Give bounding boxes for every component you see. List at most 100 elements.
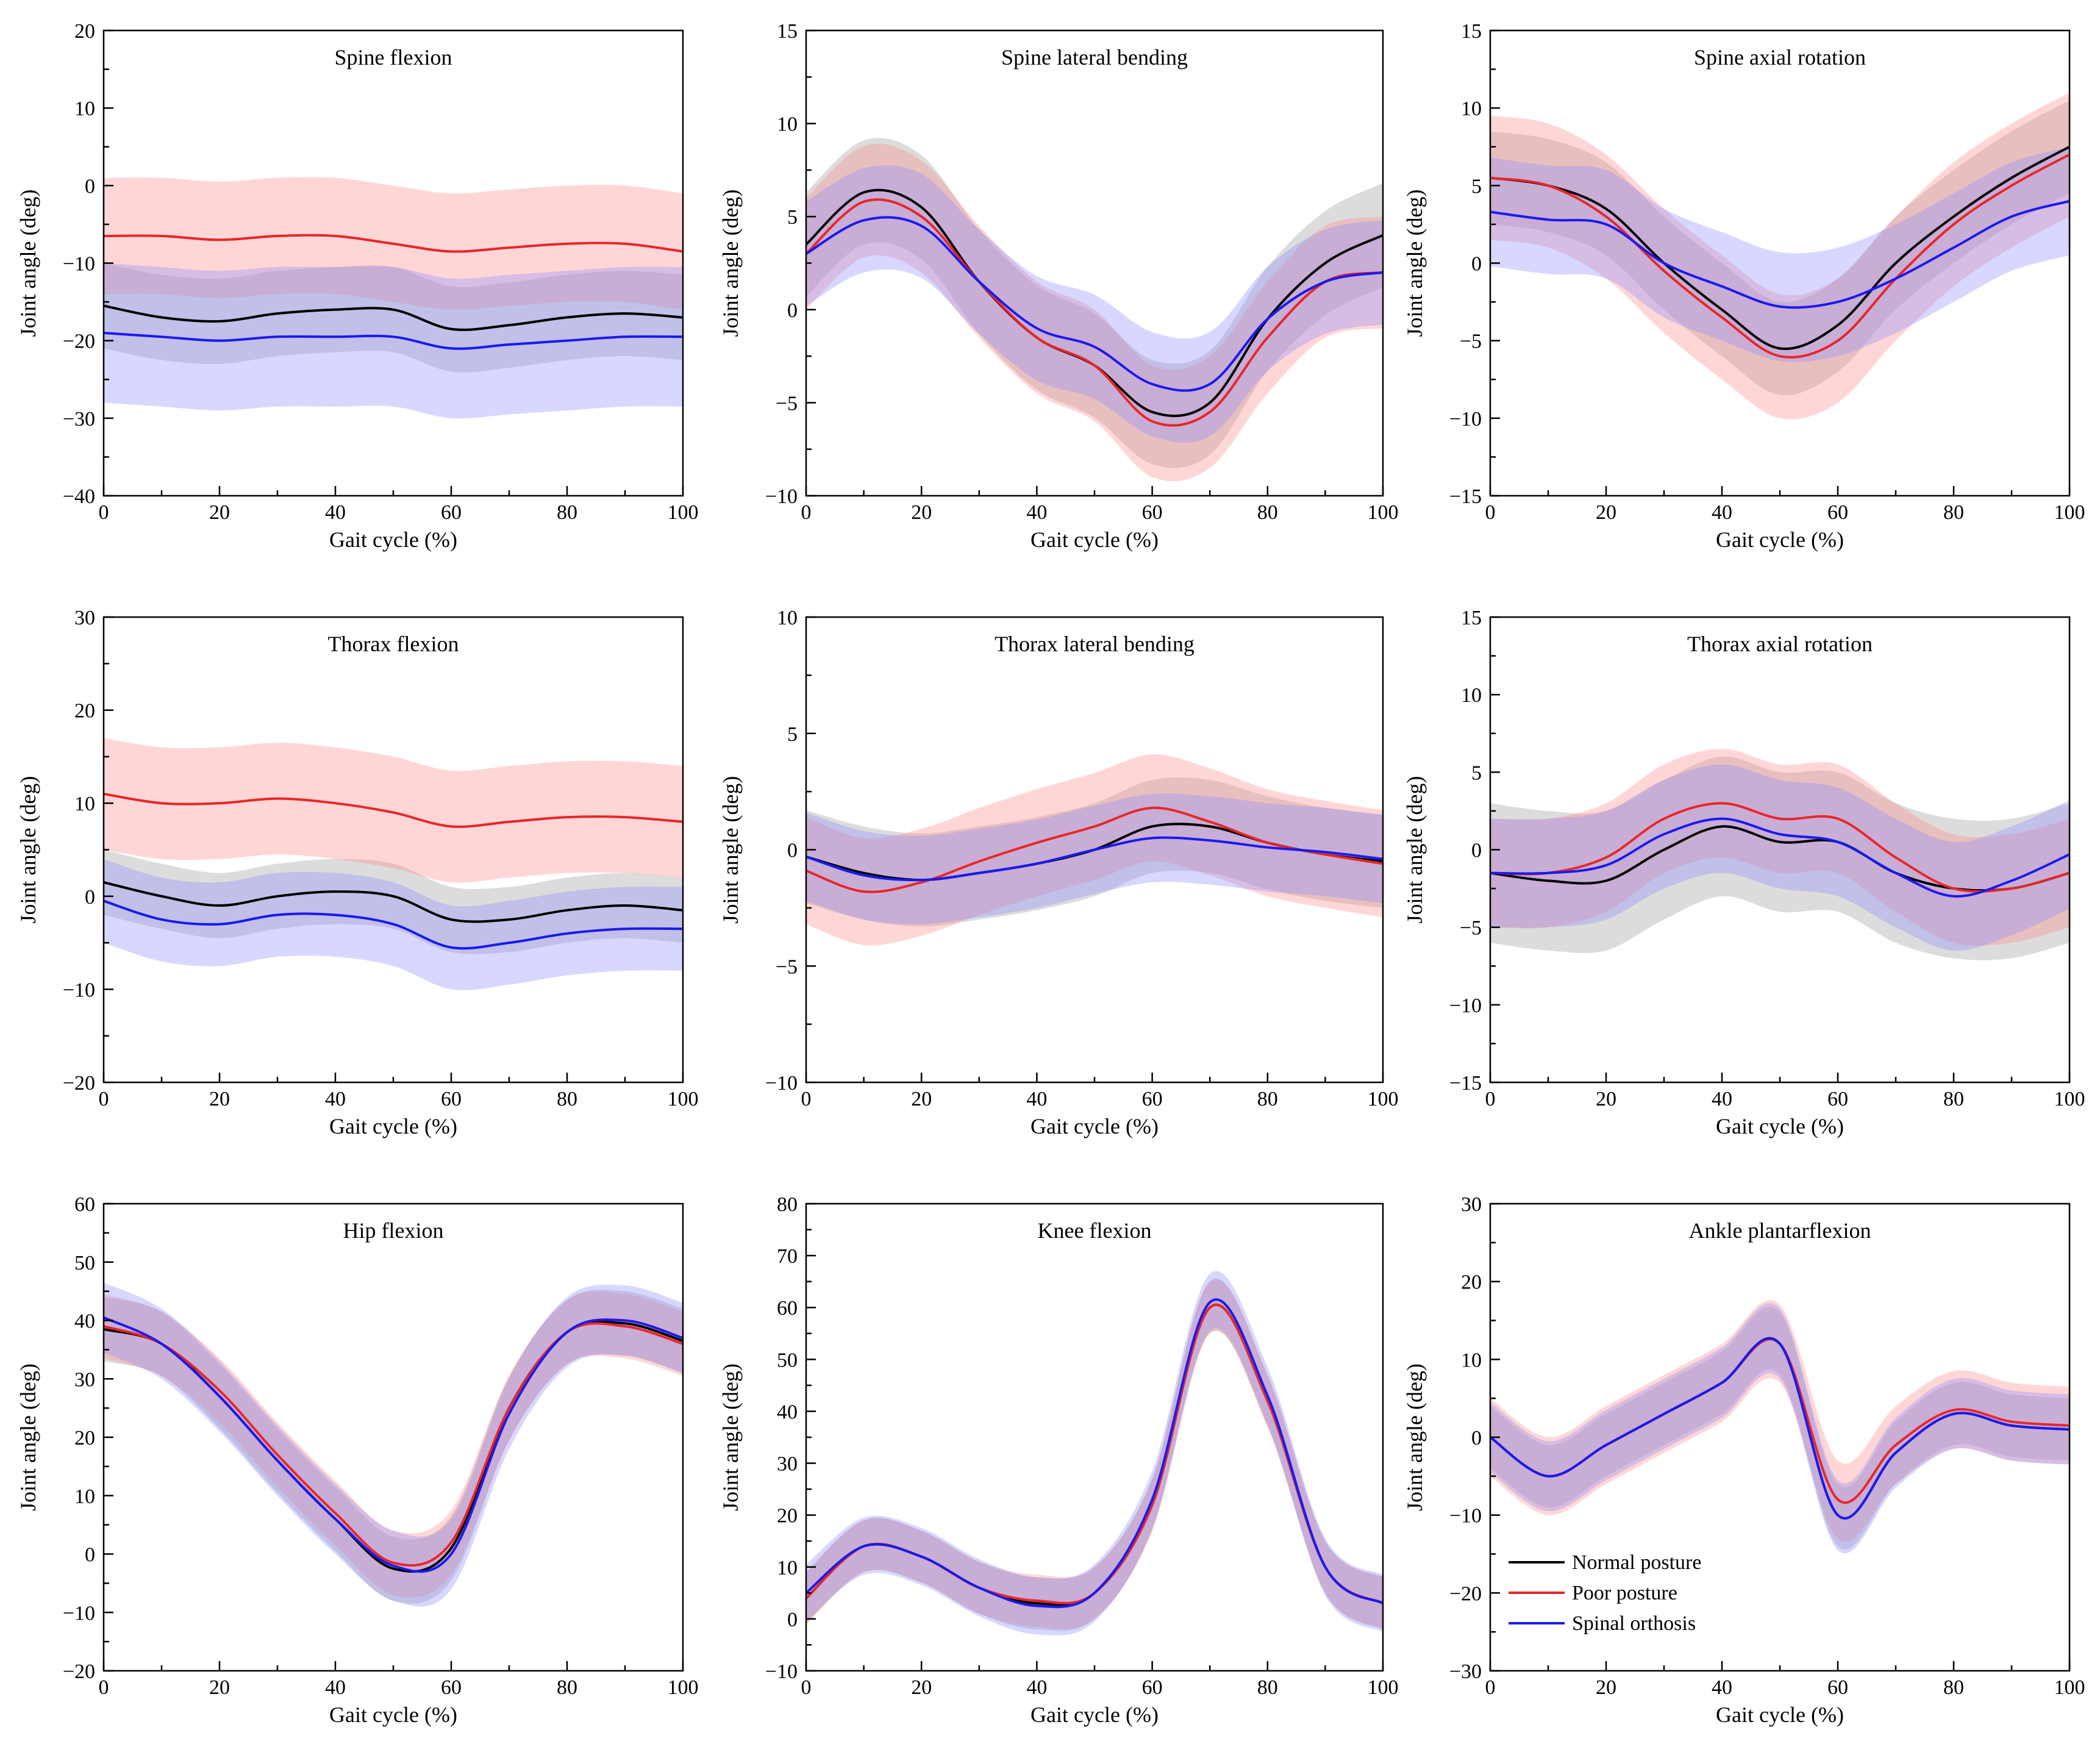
y-axis-label: Joint angle (deg) (1402, 190, 1427, 337)
y-tick-label: 20 (777, 1505, 798, 1528)
y-tick-label: −5 (1460, 917, 1482, 940)
legend: Normal posture Poor posture Spinal orthosi… (1509, 1551, 1701, 1635)
y-tick-label: 10 (777, 113, 798, 136)
y-tick-label: 30 (74, 1368, 95, 1391)
x-tick-label: 20 (209, 1088, 230, 1110)
x-tick-label: 0 (801, 1088, 812, 1110)
y-tick-label: −10 (765, 1072, 798, 1095)
y-tick-label: −5 (776, 956, 798, 978)
sd-band-normal-posture (1490, 756, 2070, 960)
x-axis-label: Gait cycle (%) (1030, 1114, 1159, 1138)
y-tick-label: 0 (1471, 253, 1482, 276)
sd-band-normal-posture (104, 263, 683, 373)
sd-band-normal-posture (806, 777, 1383, 927)
x-axis-label: Gait cycle (%) (329, 527, 457, 552)
sd-band-spinal-orthosis (104, 263, 683, 419)
mean-line-normal-posture (1490, 145, 2070, 350)
y-tick-label: 50 (777, 1349, 798, 1371)
panel-title: Spine flexion (335, 45, 452, 70)
y-tick-label: 15 (1461, 20, 1482, 43)
mean-line-spinal-orthosis (805, 216, 1384, 392)
mean-line-poor-posture (1490, 153, 2070, 359)
y-tick-label: 30 (777, 1453, 798, 1476)
x-tick-label: 0 (801, 1676, 812, 1699)
x-tick-label: 40 (1026, 1088, 1047, 1110)
mean-line-spinal-orthosis (1490, 817, 2070, 898)
sd-band-normal-posture (806, 138, 1383, 468)
x-tick-label: 40 (325, 1676, 346, 1699)
sd-band-poor-posture (1490, 749, 2070, 946)
panel-title: Spine axial rotation (1694, 45, 1866, 70)
y-tick-label: 40 (777, 1401, 798, 1423)
y-tick-label: −30 (1449, 1660, 1482, 1683)
y-tick-label: 10 (74, 98, 95, 120)
y-tick-label: −10 (765, 1660, 798, 1683)
x-tick-label: 60 (1142, 1676, 1163, 1699)
y-tick-label: −10 (63, 1602, 95, 1624)
x-tick-label: 20 (911, 1676, 932, 1699)
x-tick-label: 60 (1142, 501, 1163, 524)
x-tick-label: 80 (1943, 501, 1964, 524)
y-axis-label: Joint angle (deg) (16, 190, 40, 337)
sd-band-normal-posture (104, 1289, 683, 1604)
mean-line-spinal-orthosis (1490, 199, 2070, 309)
y-tick-label: −20 (63, 331, 95, 353)
x-tick-label: 80 (1943, 1676, 1964, 1699)
mean-line-normal-posture (103, 304, 684, 331)
panel-5: 0 20 40 60 80 100 −15 −10 −5 0 5 10 15 Thorax axial r… (1402, 607, 2085, 1138)
sd-band-spinal-orthosis (1490, 1303, 2070, 1554)
y-tick-label: 0 (1471, 840, 1482, 862)
y-tick-label: −15 (1449, 485, 1482, 508)
x-tick-label: 40 (1712, 501, 1732, 524)
x-tick-label: 100 (668, 1676, 699, 1699)
y-tick-label: −10 (765, 485, 798, 508)
x-tick-label: 80 (1257, 501, 1278, 524)
panel-1: 0 20 40 60 80 100 −10 −5 0 5 10 15 Spine lateral ben… (718, 20, 1399, 552)
x-axis-label: Gait cycle (%) (1030, 1703, 1159, 1727)
y-tick-label: 20 (74, 700, 95, 723)
x-tick-label: 20 (209, 501, 230, 524)
y-axis-label: Joint angle (deg) (718, 190, 743, 337)
x-tick-label: 60 (1827, 1676, 1848, 1699)
y-tick-label: −20 (1449, 1582, 1482, 1605)
sd-band-spinal-orthosis (1490, 146, 2070, 362)
y-tick-label: 10 (74, 793, 95, 815)
y-tick-label: 10 (777, 1557, 798, 1579)
y-tick-label: −5 (776, 392, 798, 415)
legend-label: Normal posture (1572, 1551, 1701, 1574)
x-axis-label: Gait cycle (%) (1716, 1703, 1844, 1727)
x-tick-label: 20 (1596, 1088, 1616, 1110)
y-tick-label: 10 (74, 1485, 95, 1508)
y-tick-label: 20 (74, 1427, 95, 1449)
mean-line-poor-posture (1490, 802, 2070, 893)
y-tick-label: 30 (74, 607, 95, 629)
y-tick-label: 80 (777, 1193, 798, 1216)
y-tick-label: 0 (787, 1609, 798, 1631)
panel-title: Knee flexion (1038, 1218, 1152, 1243)
sd-band-poor-posture (1490, 92, 2070, 420)
panel-title: Thorax flexion (328, 632, 459, 656)
panel-6: 0 20 40 60 80 100 −20 −10 0 10 20 30 40 50 60 Hip flexi… (16, 1193, 699, 1727)
x-tick-label: 60 (1827, 501, 1848, 524)
y-tick-label: 5 (1471, 175, 1482, 198)
mean-line-spinal-orthosis (1489, 1337, 2070, 1520)
x-tick-label: 20 (209, 1676, 230, 1699)
y-tick-label: 50 (74, 1252, 95, 1274)
y-tick-label: 15 (777, 20, 798, 43)
x-tick-label: 20 (911, 501, 932, 524)
y-axis-label: Joint angle (deg) (1402, 776, 1427, 924)
panel-0: 0 20 40 60 80 100 −40 −30 −20 −10 0 10 20 Spine flexi… (16, 20, 699, 552)
panel-title: Hip flexion (343, 1218, 444, 1243)
y-tick-label: 30 (1461, 1193, 1482, 1216)
mean-line-spinal-orthosis (103, 899, 684, 950)
mean-line-poor-posture (103, 792, 684, 828)
sd-band-normal-posture (1490, 1307, 2070, 1550)
x-axis-label: Gait cycle (%) (1716, 1114, 1844, 1138)
mean-line-poor-posture (103, 234, 684, 253)
x-tick-label: 0 (1485, 1088, 1496, 1110)
y-tick-label: 10 (777, 607, 798, 629)
y-tick-label: 15 (1461, 607, 1482, 629)
panel-title: Thorax axial rotation (1687, 632, 1873, 656)
x-tick-label: 100 (2054, 1676, 2085, 1699)
